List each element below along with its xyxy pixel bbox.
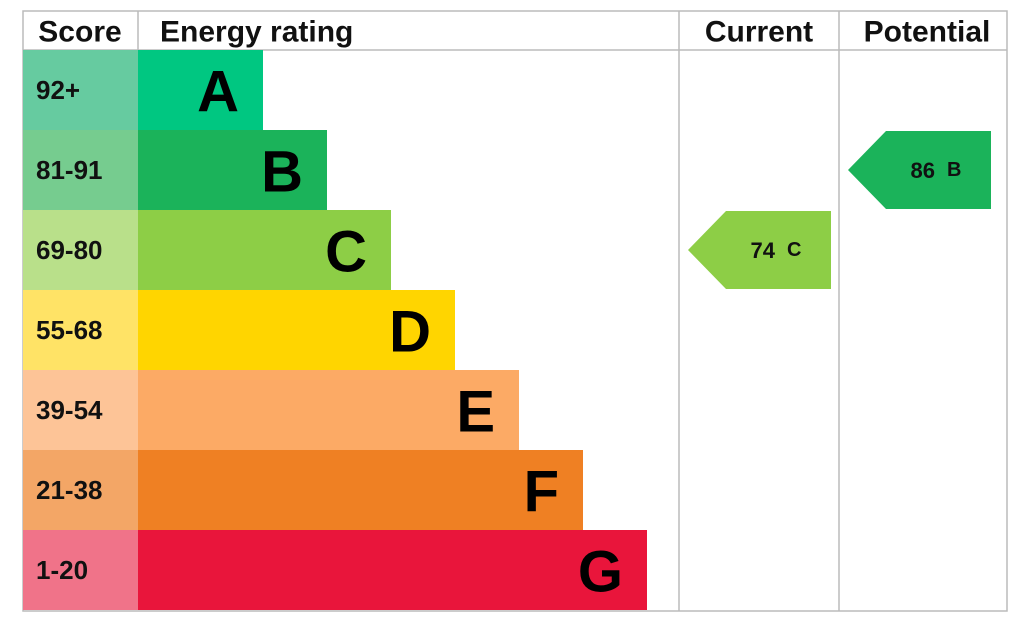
header: Potential bbox=[864, 16, 991, 49]
rating-letter: E bbox=[456, 380, 495, 445]
potential-label: 86 B bbox=[911, 158, 962, 183]
rating-bar bbox=[138, 50, 263, 130]
score-cell bbox=[23, 370, 138, 450]
score-cell bbox=[23, 450, 138, 530]
current-arrow bbox=[688, 211, 831, 289]
score-cell bbox=[23, 530, 138, 610]
rating-letter: C bbox=[325, 220, 367, 285]
rating-letter: D bbox=[389, 300, 431, 365]
rating-bar bbox=[138, 130, 327, 210]
score-range: 55-68 bbox=[36, 315, 103, 345]
score-cell bbox=[23, 130, 138, 210]
potential-value: 86 bbox=[911, 158, 935, 183]
score-cell bbox=[23, 290, 138, 370]
rating-bar bbox=[138, 450, 583, 530]
score-range: 69-80 bbox=[36, 235, 103, 265]
potential-letter: B bbox=[947, 159, 961, 181]
rating-letter: B bbox=[261, 140, 303, 205]
current-letter: C bbox=[787, 239, 801, 261]
rating-letter: A bbox=[197, 60, 239, 125]
score-range: 92+ bbox=[36, 75, 80, 105]
score-cell bbox=[23, 210, 138, 290]
rating-bar bbox=[138, 530, 647, 610]
rating-bar bbox=[138, 210, 391, 290]
rating-letter: G bbox=[578, 540, 623, 605]
header: Score bbox=[38, 16, 121, 49]
rating-bar bbox=[138, 290, 455, 370]
score-cell bbox=[23, 50, 138, 130]
potential-arrow bbox=[848, 131, 991, 209]
current-value: 74 bbox=[751, 238, 776, 263]
score-range: 39-54 bbox=[36, 395, 103, 425]
header: Current bbox=[705, 16, 813, 49]
score-range: 81-91 bbox=[36, 155, 103, 185]
header: Energy rating bbox=[160, 16, 353, 49]
current-label: 74 C bbox=[751, 238, 802, 263]
rating-bar bbox=[138, 370, 519, 450]
score-range: 1-20 bbox=[36, 555, 88, 585]
score-range: 21-38 bbox=[36, 475, 103, 505]
rating-letter: F bbox=[524, 460, 559, 525]
